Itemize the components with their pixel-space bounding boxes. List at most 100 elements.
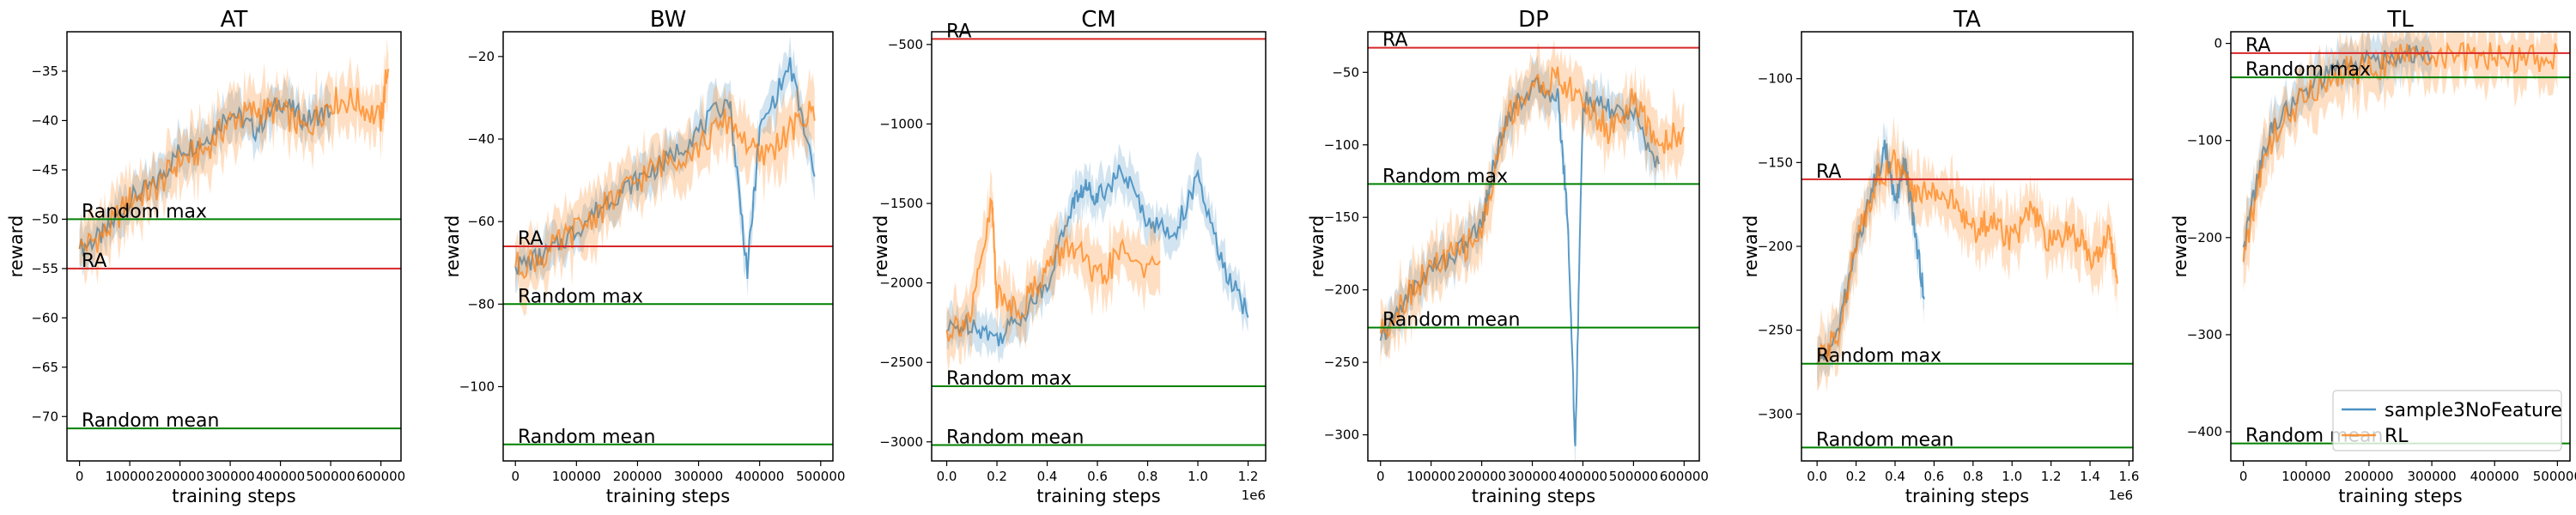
- y-tick-label: −80: [467, 296, 495, 312]
- axes-frame: [1367, 31, 1700, 462]
- x-tick-label: 500000: [796, 469, 845, 484]
- reference-label: Random mean: [1816, 429, 1953, 451]
- reference-label: RA: [1816, 161, 1841, 183]
- series-line-sample3nofeature: [2242, 45, 2433, 248]
- series-band-rl: [2243, 32, 2558, 291]
- x-axis-label: training steps: [172, 486, 295, 506]
- y-tick-label: −300: [2187, 327, 2222, 342]
- x-tick-label: 0.2: [1846, 469, 1867, 484]
- y-tick-label: −100: [2187, 133, 2222, 148]
- x-tick-label: 0.4: [1885, 469, 1905, 484]
- y-tick-label: −20: [467, 49, 495, 64]
- x-tick-label: 1.6: [2119, 469, 2140, 484]
- x-tick-label: 300000: [205, 469, 254, 484]
- x-tick-label: 300000: [1508, 469, 1557, 484]
- chart-title: TA: [1953, 7, 1981, 33]
- y-tick-label: −65: [31, 360, 58, 375]
- x-tick-label: 200000: [613, 469, 662, 484]
- y-tick-label: −100: [1758, 71, 1793, 87]
- x-tick-label: 100000: [552, 469, 601, 484]
- series-line-rl: [945, 197, 1161, 342]
- y-axis-label: reward: [1741, 215, 1761, 278]
- x-offset-label: 1e6: [1242, 488, 1266, 503]
- x-tick-label: 1.4: [2080, 469, 2100, 484]
- series-line-rl: [1816, 148, 2118, 365]
- x-axis-label: training steps: [1905, 486, 2029, 506]
- reference-label: RA: [518, 228, 543, 250]
- x-tick-label: 400000: [2470, 469, 2519, 484]
- series-band-rl: [515, 68, 815, 317]
- series-line-rl: [1379, 65, 1686, 340]
- y-tick-label: 0: [2214, 36, 2222, 52]
- y-tick-label: −2500: [879, 354, 923, 370]
- chart-title: TL: [2386, 7, 2414, 33]
- axes-frame: [2230, 31, 2571, 462]
- y-tick-label: −1500: [879, 196, 923, 211]
- x-tick-label: 0.6: [1923, 469, 1944, 484]
- series-line-sample3nofeature: [1816, 139, 1925, 365]
- chart-title: BW: [650, 7, 687, 33]
- y-tick-label: −400: [2187, 424, 2222, 439]
- y-tick-label: −50: [31, 211, 58, 227]
- y-tick-label: −200: [1324, 282, 1359, 298]
- y-tick-label: −100: [1324, 137, 1359, 153]
- reference-label: Random max: [82, 201, 207, 222]
- x-tick-label: 1.0: [2002, 469, 2022, 484]
- axes-frame: [502, 31, 834, 462]
- series-band-rl: [79, 38, 389, 286]
- x-tick-label: 0: [1376, 469, 1385, 484]
- y-tick-label: −45: [31, 162, 58, 178]
- series-line-sample3nofeature: [78, 97, 332, 257]
- y-tick-label: −3000: [879, 434, 923, 450]
- series-band-rl: [946, 169, 1161, 375]
- y-tick-label: −200: [1758, 239, 1793, 254]
- x-tick-label: 0.6: [1087, 469, 1108, 484]
- y-tick-label: −250: [1324, 354, 1359, 370]
- y-tick-label: −35: [31, 64, 58, 79]
- y-tick-label: −40: [467, 131, 495, 147]
- chart-panel-dp: RA Random max Random mean 0 100000 200000 3000…: [1307, 7, 1709, 506]
- reference-label: Random max: [2245, 59, 2371, 81]
- y-axis-label: reward: [442, 215, 463, 278]
- series-band-sample3nofeature: [946, 143, 1249, 364]
- legend-label: RL: [2385, 426, 2409, 447]
- reference-label: Random mean: [946, 427, 1084, 448]
- reference-label: Random max: [1382, 166, 1508, 187]
- x-tick-label: 100000: [105, 469, 154, 484]
- axes-frame: [931, 31, 1267, 462]
- x-axis-label: training steps: [1472, 486, 1595, 506]
- legend: sample3NoFeature RL: [2332, 390, 2562, 451]
- x-tick-label: 600000: [356, 469, 405, 484]
- x-tick-label: 600000: [1660, 469, 1709, 484]
- x-tick-label: 200000: [2344, 469, 2393, 484]
- series-band-sample3nofeature: [2243, 32, 2433, 266]
- x-tick-label: 0.0: [937, 469, 957, 484]
- series-line-sample3nofeature: [514, 57, 816, 280]
- chart-panel-ta: RA Random max Random mean 0.0 0.2 0.4 0.6 0.8 1.…: [1741, 7, 2139, 506]
- x-tick-label: 1.2: [2041, 469, 2062, 484]
- y-tick-label: −40: [31, 112, 58, 128]
- reference-label: Random max: [518, 286, 643, 307]
- chart-title: AT: [221, 7, 248, 33]
- chart-panel-bw: RA Random max Random mean 0 100000 200000 3000…: [442, 7, 845, 506]
- y-tick-label: −250: [1758, 323, 1793, 338]
- x-tick-label: 0.0: [1807, 469, 1827, 484]
- series-line-rl: [514, 100, 816, 280]
- reference-label: RA: [2245, 35, 2270, 57]
- y-tick-label: −60: [467, 214, 495, 229]
- x-tick-label: 100000: [1406, 469, 1455, 484]
- y-tick-label: −60: [31, 310, 58, 325]
- reference-label: RA: [1382, 30, 1407, 52]
- legend-label: sample3NoFeature: [2385, 400, 2562, 421]
- x-tick-label: 0.8: [1138, 469, 1158, 484]
- x-tick-label: 200000: [155, 469, 204, 484]
- chart-title: CM: [1081, 7, 1116, 33]
- axes-frame: [66, 31, 402, 462]
- x-tick-label: 0.2: [987, 469, 1007, 484]
- x-tick-label: 400000: [1558, 469, 1607, 484]
- x-tick-label: 200000: [1457, 469, 1506, 484]
- x-tick-label: 0: [76, 469, 84, 484]
- series-line-sample3nofeature: [946, 164, 1249, 347]
- x-offset-label: 1e6: [2109, 488, 2133, 503]
- y-tick-label: −150: [1324, 209, 1359, 225]
